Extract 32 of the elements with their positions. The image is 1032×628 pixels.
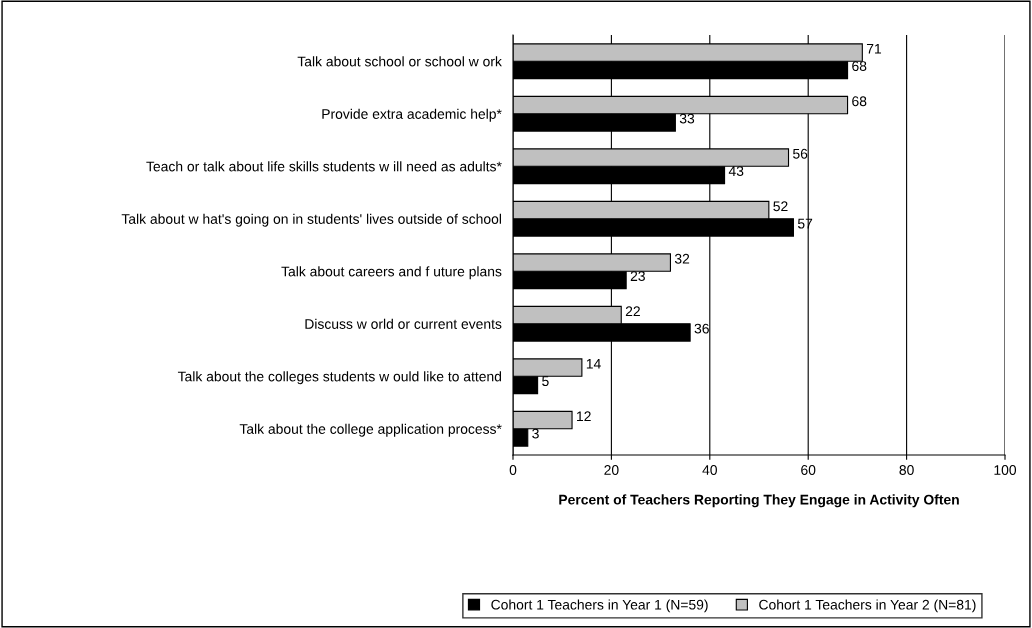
data-label: 71 [866,44,882,54]
legend-label: Cohort 1 Teachers in Year 2 (N=81) [759,599,976,613]
y-tick-label: Provide extra academic help* [322,108,502,122]
x-tick-label: 100 [994,465,1017,475]
data-label: 36 [694,323,709,334]
data-label: 14 [586,359,601,369]
data-label: 33 [679,113,695,124]
data-label: 22 [625,306,640,317]
x-axis-title: Percent of Teachers Reporting They Engage in Activity Often [559,494,959,508]
data-label: 3 [532,428,539,439]
legend-label: Cohort 1 Teachers in Year 1 (N=59) [491,599,708,613]
data-label: 68 [852,61,867,72]
y-tick-label: Talk about the colleges students w ould like to attend [177,371,502,385]
x-tick-label: 60 [801,465,816,475]
data-label: 43 [728,166,744,177]
y-tick-label: Talk about careers and f uture plans [281,266,502,280]
data-label: 68 [852,96,867,107]
x-tick-label: 0 [509,465,517,475]
y-tick-label: Talk about the college application process* [239,423,502,437]
y-tick-label: Talk about school or school w ork [297,56,502,67]
y-tick-label: Talk about w hat's going on in students' lives outside of school [121,213,501,227]
y-tick-label: Teach or talk about life skills students w ill need as adults* [146,161,502,172]
data-label: 56 [793,148,808,159]
x-tick-label: 40 [702,465,717,475]
data-label: 12 [577,411,591,422]
data-label: 5 [542,376,549,387]
x-tick-label: 80 [899,465,914,475]
y-tick-label: Discuss w orld or current events [305,318,502,329]
data-label: 52 [773,201,788,212]
data-label: 23 [630,271,645,282]
x-tick-label: 20 [604,465,619,475]
data-label: 32 [674,253,690,264]
